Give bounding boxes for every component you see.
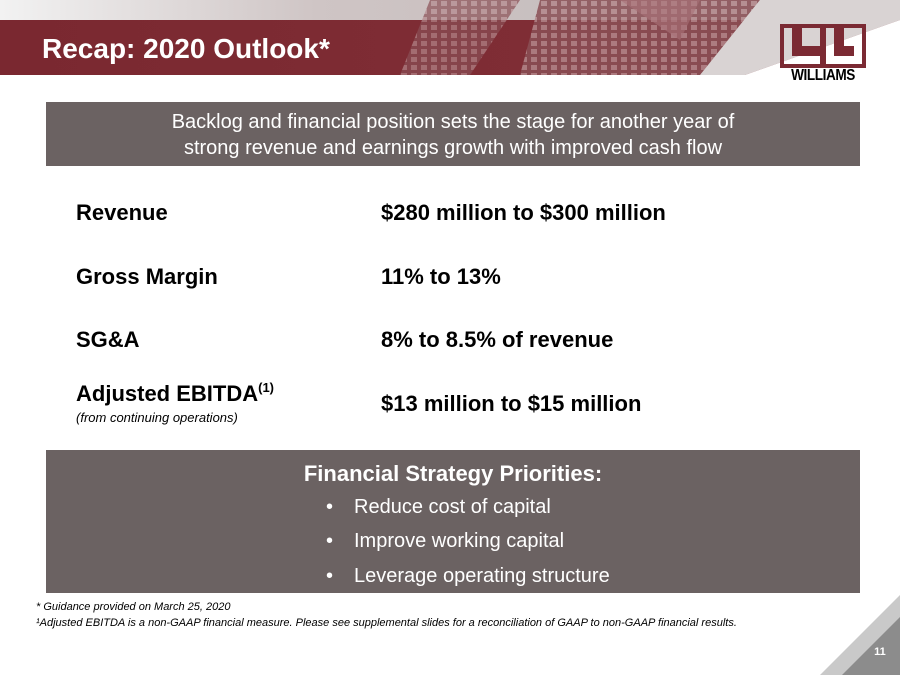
metric-value-revenue: $280 million to $300 million bbox=[381, 200, 666, 225]
slide-header: Recap: 2020 Outlook* bbox=[0, 0, 900, 75]
ebitda-footnote-marker: (1) bbox=[258, 380, 275, 395]
tagline-line-1: Backlog and financial position sets the … bbox=[171, 111, 735, 133]
metric-label-revenue: Revenue bbox=[76, 200, 168, 225]
williams-logo-mark bbox=[780, 24, 866, 68]
tagline-banner: Backlog and financial position sets the … bbox=[46, 102, 860, 166]
priority-item-text: Improve working capital bbox=[354, 530, 565, 552]
priorities-title: Financial Strategy Priorities: bbox=[303, 461, 603, 486]
williams-logo: WILLIAMS bbox=[780, 24, 866, 86]
page-number: 11 bbox=[874, 646, 886, 658]
tagline-line-2: strong revenue and earnings growth with … bbox=[183, 137, 723, 159]
bullet-marker: • bbox=[326, 496, 334, 518]
bullet-marker: • bbox=[326, 530, 334, 552]
logo-wordmark: WILLIAMS bbox=[791, 67, 855, 84]
metric-value-gross-margin: 11% to 13% bbox=[381, 264, 501, 289]
metric-label-sga: SG&A bbox=[76, 327, 140, 352]
footnote-guidance: * Guidance provided on March 25, 2020 bbox=[36, 601, 231, 613]
bullet-marker: • bbox=[326, 565, 334, 587]
metric-value-sga: 8% to 8.5% of revenue bbox=[381, 327, 614, 352]
slide-title: Recap: 2020 Outlook* bbox=[42, 33, 330, 64]
priority-item: • Improve working capital bbox=[326, 530, 564, 553]
footnote-ebitda: ¹Adjusted EBITDA is a non-GAAP financial… bbox=[36, 617, 737, 629]
priorities-panel: Financial Strategy Priorities: • Reduce c… bbox=[46, 450, 860, 593]
metric-label-adjusted-ebitda: Adjusted EBITDA(1) bbox=[76, 380, 274, 407]
header-background bbox=[0, 0, 900, 75]
metric-label-adjusted-ebitda-text: Adjusted EBITDA bbox=[76, 381, 259, 406]
priority-item-text: Reduce cost of capital bbox=[354, 496, 551, 518]
ebitda-note: (from continuing operations) bbox=[76, 410, 238, 425]
priority-item: • Reduce cost of capital bbox=[326, 496, 551, 519]
priority-item-text: Leverage operating structure bbox=[354, 565, 610, 587]
priority-item: • Leverage operating structure bbox=[326, 565, 610, 588]
metric-label-gross-margin: Gross Margin bbox=[76, 264, 218, 289]
page-corner-decoration bbox=[820, 595, 900, 675]
metric-value-adjusted-ebitda: $13 million to $15 million bbox=[381, 391, 642, 416]
